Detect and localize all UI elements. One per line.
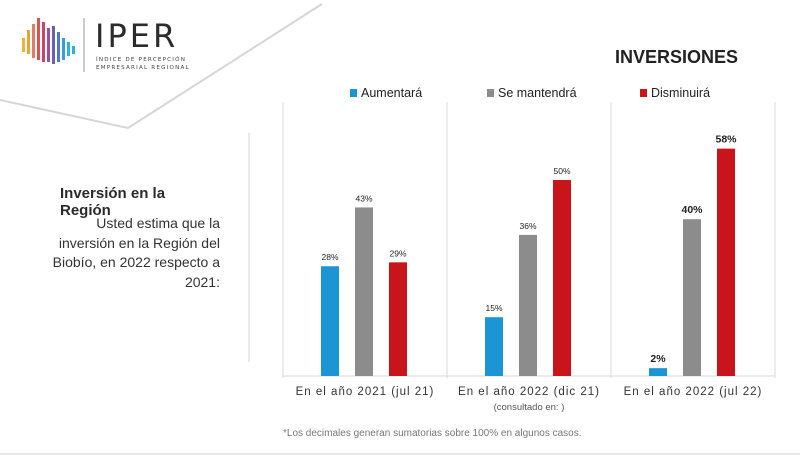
data-label-mantendra-0: 43% <box>355 193 372 203</box>
bar-mantendra-0 <box>355 207 373 376</box>
logo-subtitle-line2: EMPRESARIAL REGIONAL <box>96 65 190 71</box>
bar-disminuira-2 <box>717 148 735 376</box>
bar-mantendra-1 <box>519 234 537 376</box>
data-label-aumentara-2: 2% <box>650 353 666 365</box>
data-label-mantendra-1: 36% <box>519 221 536 231</box>
legend-swatch-mantendra <box>487 89 494 97</box>
legend-item-mantendra: Se mantendrá <box>487 86 577 100</box>
logo-wordmark: IPER <box>95 17 179 55</box>
data-label-disminuira-0: 29% <box>389 248 406 258</box>
logo-subtitle: ÍNDICE DE PERCEPCIÓN EMPRESARIAL REGIONA… <box>96 56 216 72</box>
data-label-aumentara-0: 28% <box>321 252 338 262</box>
data-label-mantendra-2: 40% <box>681 204 703 216</box>
category-label-0: En el año 2021 (jul 21) <box>296 386 435 398</box>
legend-label-mantendra: Se mantendrá <box>498 86 577 100</box>
footnote: *Los decimales generan sumatorias sobre … <box>283 428 582 439</box>
category-note-1: (consultado en: ) <box>494 402 565 413</box>
bar-aumentara-1 <box>485 317 503 376</box>
bar-disminuira-1 <box>553 180 571 376</box>
legend-swatch-disminuira <box>640 89 647 97</box>
legend-swatch-aumentara <box>350 89 357 97</box>
legend-label-disminuira: Disminuirá <box>651 86 711 100</box>
category-label-2: En el año 2022 (jul 22) <box>624 386 763 398</box>
category-label-1: En el año 2022 (dic 21) <box>458 386 600 398</box>
legend-item-disminuira: Disminuirá <box>640 86 710 100</box>
section-title: Inversión en la Región <box>60 185 166 219</box>
logo-subtitle-line1: ÍNDICE DE PERCEPCIÓN <box>96 57 187 63</box>
legend-label-aumentara: Aumentará <box>361 86 423 100</box>
iper-logo-mark <box>22 18 85 72</box>
bar-aumentara-0 <box>321 266 339 376</box>
data-label-aumentara-1: 15% <box>485 303 502 313</box>
data-label-disminuira-2: 58% <box>715 134 737 146</box>
data-label-disminuira-1: 50% <box>553 166 570 176</box>
bar-disminuira-0 <box>389 262 407 376</box>
bar-aumentara-2 <box>649 368 667 376</box>
legend-item-aumentara: Aumentará <box>350 86 422 100</box>
bar-mantendra-2 <box>683 219 701 376</box>
page-title: INVERSIONES <box>614 47 738 67</box>
survey-question: Usted estima que la inversión en la Regi… <box>52 215 220 290</box>
